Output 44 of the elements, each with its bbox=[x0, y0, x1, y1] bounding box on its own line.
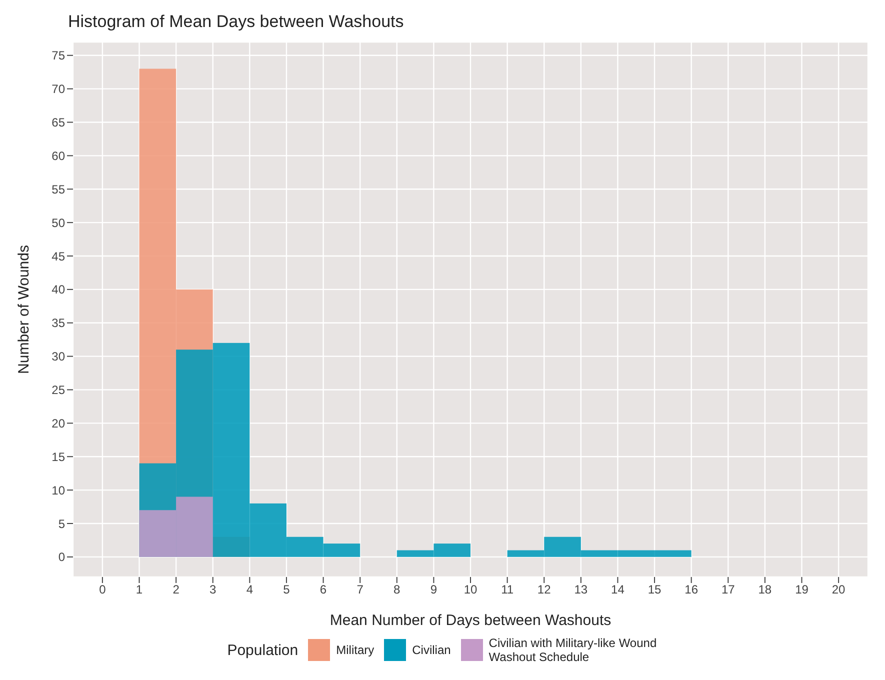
chart-title: Histogram of Mean Days between Washouts bbox=[67, 11, 405, 32]
legend-label: Civilian with Military-like Wound Washout Schedule bbox=[488, 636, 658, 664]
y-tick-label: 5 bbox=[58, 516, 66, 531]
y-tick-label: 65 bbox=[52, 116, 66, 130]
x-tick-label: 20 bbox=[832, 582, 846, 597]
x-tick-label: 16 bbox=[684, 582, 698, 597]
y-tick-label: 30 bbox=[52, 350, 66, 364]
legend-title: Population bbox=[227, 642, 298, 658]
y-tick-label: 50 bbox=[52, 216, 66, 230]
x-tick-label: 9 bbox=[430, 582, 438, 597]
y-tick-label: 70 bbox=[52, 82, 66, 96]
x-tick-label: 7 bbox=[356, 582, 364, 597]
x-tick-label: 11 bbox=[501, 582, 514, 597]
x-tick-label: 0 bbox=[99, 582, 106, 597]
y-tick-label: 35 bbox=[52, 316, 66, 330]
y-tick-label: 15 bbox=[52, 450, 66, 464]
y-tick-label: 0 bbox=[58, 550, 66, 564]
x-tick-label: 5 bbox=[283, 582, 290, 597]
y-tick-label: 55 bbox=[52, 182, 66, 196]
legend-label: Military bbox=[336, 643, 374, 657]
y-tick-label: 25 bbox=[52, 383, 66, 398]
x-axis-title: Mean Number of Days between Washouts bbox=[330, 612, 612, 629]
x-tick-label: 6 bbox=[320, 582, 327, 597]
x-tick-label: 4 bbox=[246, 582, 254, 597]
y-axis-title: Number of Wounds bbox=[15, 245, 32, 374]
x-tick-label: 18 bbox=[758, 582, 772, 597]
y-tick-label: 45 bbox=[52, 249, 66, 264]
x-tick-label: 19 bbox=[795, 582, 809, 597]
y-tick-label: 20 bbox=[52, 416, 66, 430]
x-tick-label: 2 bbox=[172, 582, 180, 597]
x-tick-label: 10 bbox=[464, 582, 478, 597]
x-tick-label: 8 bbox=[394, 582, 401, 597]
x-tick-label: 3 bbox=[210, 582, 217, 597]
y-tick-label: 60 bbox=[52, 148, 66, 163]
x-tick-label: 13 bbox=[574, 582, 588, 597]
x-tick-label: 1 bbox=[136, 582, 143, 597]
y-tick-label: 40 bbox=[52, 282, 66, 297]
x-tick-label: 14 bbox=[611, 582, 625, 597]
legend-label: Civilian bbox=[412, 643, 451, 657]
x-tick-label: 17 bbox=[721, 582, 736, 597]
x-tick-label: 12 bbox=[537, 582, 552, 597]
y-tick-label: 10 bbox=[52, 483, 66, 498]
y-tick-label: 75 bbox=[52, 48, 66, 63]
x-tick-label: 15 bbox=[648, 582, 662, 597]
